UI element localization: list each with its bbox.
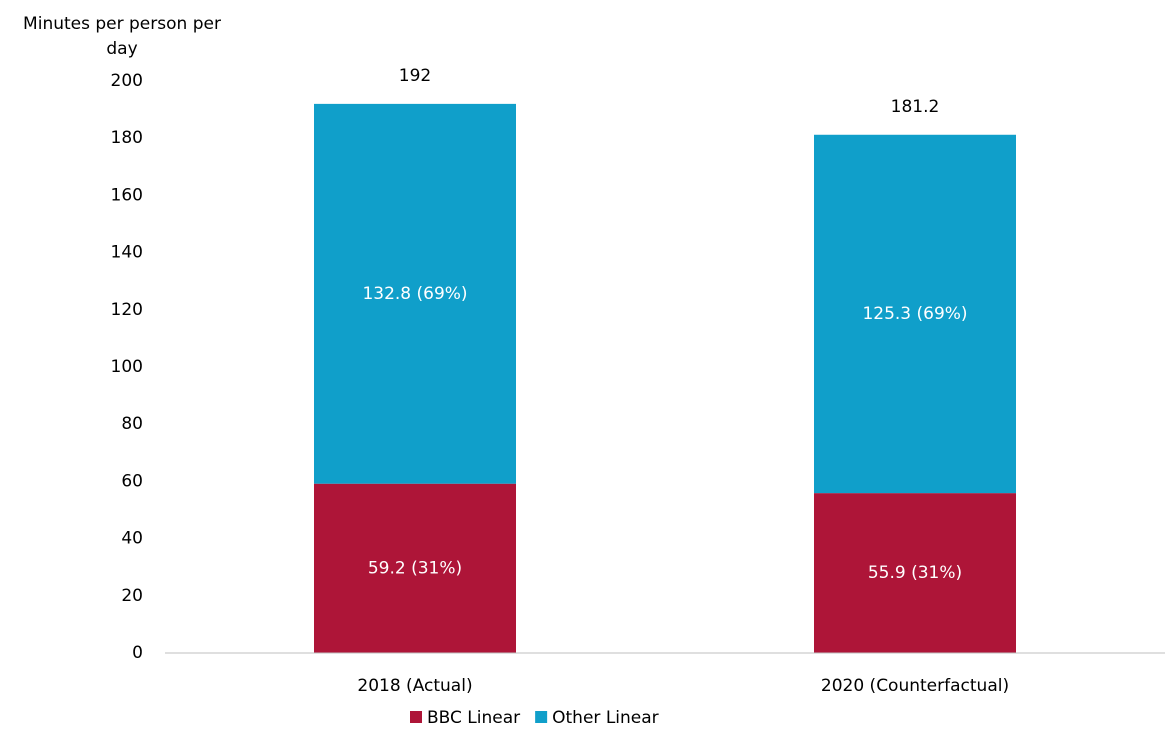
data-label: 55.9 (31%)	[868, 563, 962, 583]
bar-segment	[814, 493, 1016, 653]
total-label: 192	[399, 66, 431, 86]
legend-label: Other Linear	[552, 708, 659, 728]
y-tick-label: 160	[111, 185, 143, 205]
y-tick-label: 120	[111, 300, 143, 320]
y-tick-label: 100	[111, 357, 143, 377]
data-label: 59.2 (31%)	[368, 558, 462, 578]
y-tick-label: 40	[121, 529, 143, 549]
data-label: 125.3 (69%)	[862, 304, 967, 324]
y-tick-label: 20	[121, 586, 143, 606]
legend-swatch	[535, 711, 548, 723]
y-tick-label: 140	[111, 243, 143, 263]
bar-segment	[814, 134, 1016, 494]
bar-segment	[314, 103, 516, 484]
x-tick-label: 2018 (Actual)	[357, 676, 472, 696]
data-label: 132.8 (69%)	[362, 284, 467, 304]
legend-swatch	[410, 711, 422, 723]
legend-label: BBC Linear	[427, 708, 520, 728]
y-tick-label: 180	[111, 128, 143, 148]
y-tick-label: 60	[121, 471, 143, 491]
y-axis-label: Minutes per person per day	[23, 14, 221, 59]
y-tick-label: 0	[132, 643, 143, 663]
total-label: 181.2	[891, 97, 940, 117]
y-tick-label: 200	[111, 71, 143, 91]
x-tick-label: 2020 (Counterfactual)	[821, 676, 1009, 696]
y-tick-label: 80	[121, 414, 143, 434]
bar-segment	[314, 483, 516, 653]
